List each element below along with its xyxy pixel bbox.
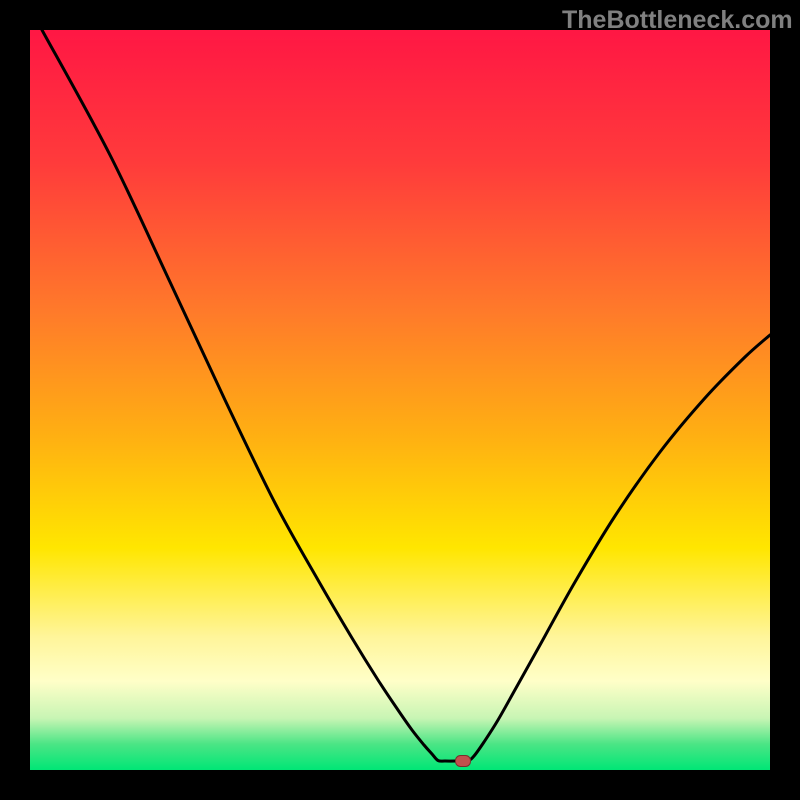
chart-stage: TheBottleneck.com [0,0,800,800]
optimum-marker [456,756,471,767]
bottleneck-chart [0,0,800,800]
plot-background-gradient [30,30,770,770]
watermark-text: TheBottleneck.com [562,6,793,35]
